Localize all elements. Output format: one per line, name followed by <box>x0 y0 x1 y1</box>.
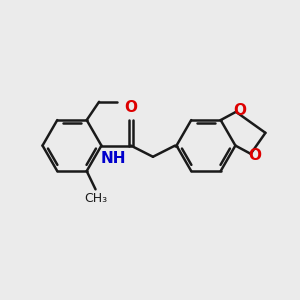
Text: NH: NH <box>101 151 127 166</box>
Text: CH₃: CH₃ <box>85 192 108 205</box>
Text: O: O <box>124 100 137 115</box>
Text: O: O <box>234 103 247 118</box>
Text: O: O <box>248 148 261 163</box>
